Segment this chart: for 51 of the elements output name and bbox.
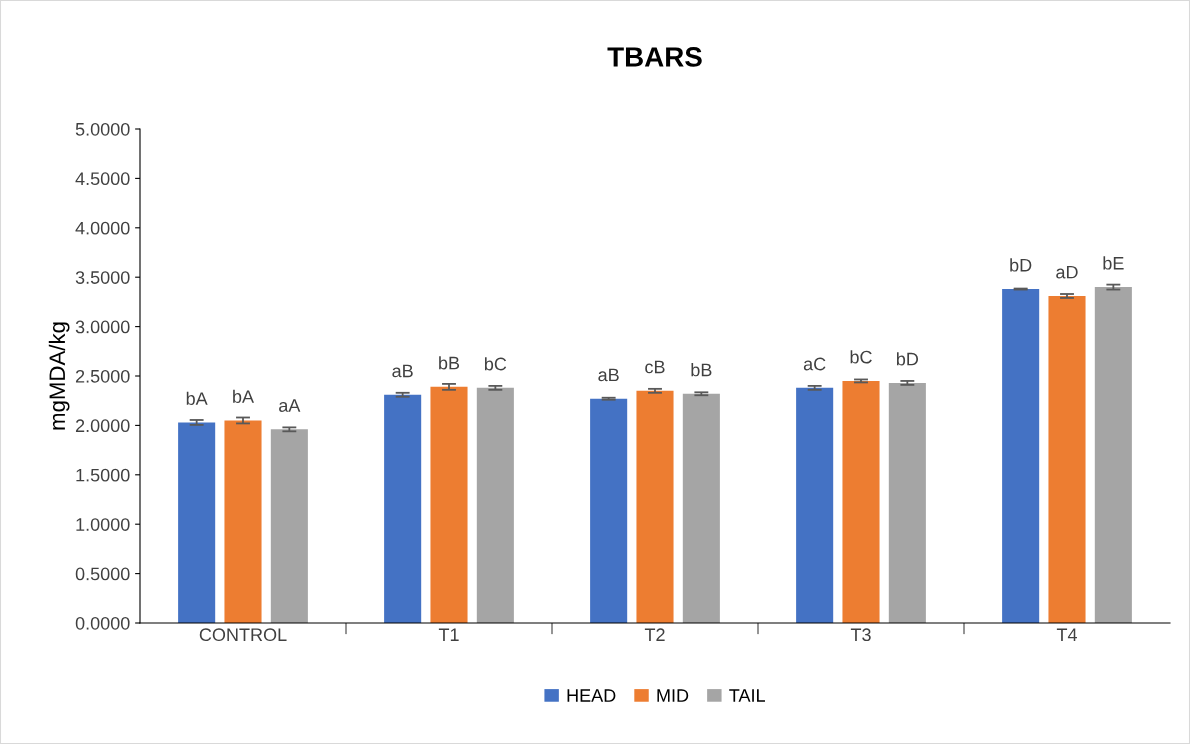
data-label: aD: [1056, 265, 1078, 279]
data-label: bC: [850, 350, 872, 364]
legend-label: HEAD: [567, 689, 616, 702]
y-tick-label: 0.0000: [75, 616, 130, 630]
bar: [636, 390, 674, 623]
y-tick-label: 2.5000: [75, 369, 130, 383]
bar: [888, 382, 926, 623]
y-tick-label: 2.0000: [75, 419, 130, 433]
legend-label: MID: [657, 689, 689, 702]
data-label: bD: [1010, 258, 1032, 272]
y-tick-label: 1.5000: [76, 468, 130, 482]
data-label: bB: [439, 356, 460, 370]
bar: [1048, 295, 1086, 623]
legend-label: TAIL: [729, 689, 765, 702]
bar: [1094, 287, 1132, 623]
bar: [796, 387, 834, 623]
bar: [682, 393, 720, 623]
y-tick-label: 0.5000: [75, 567, 130, 581]
data-label: cB: [645, 360, 665, 374]
bar: [270, 429, 308, 623]
x-tick-label: T4: [1056, 628, 1078, 641]
y-tick-label: 4.5000: [75, 172, 130, 186]
y-tick-label: 5.0000: [75, 122, 130, 136]
bar: [1002, 289, 1040, 623]
y-tick-label: 1.0000: [76, 518, 130, 531]
data-label: bE: [1103, 256, 1124, 270]
chart-title: TBARS: [607, 47, 702, 67]
bar: [224, 420, 262, 623]
data-label: aB: [598, 368, 619, 382]
bar: [590, 398, 628, 623]
data-label: bD: [896, 352, 919, 366]
data-label: aB: [392, 364, 413, 378]
bar: [430, 386, 468, 623]
y-axis-title: mgMDA/kg: [48, 322, 70, 430]
bar: [842, 380, 880, 623]
y-tick-label: 3.5000: [75, 271, 130, 284]
x-tick-label: T1: [438, 628, 459, 641]
data-label: aC: [803, 357, 826, 371]
y-tick-label: 4.0000: [75, 221, 130, 235]
bar: [476, 387, 514, 623]
data-label: bB: [691, 363, 712, 377]
data-label: aA: [279, 399, 301, 412]
bar: [178, 422, 216, 623]
x-tick-label: T2: [644, 628, 665, 641]
x-tick-label: T3: [850, 628, 871, 642]
y-tick-label: 3.0000: [75, 320, 130, 334]
data-label: bC: [484, 357, 507, 371]
bar: [384, 394, 422, 623]
data-label: bA: [233, 389, 255, 403]
data-label: bA: [186, 391, 208, 405]
x-tick-label: CONTROL: [199, 628, 287, 642]
